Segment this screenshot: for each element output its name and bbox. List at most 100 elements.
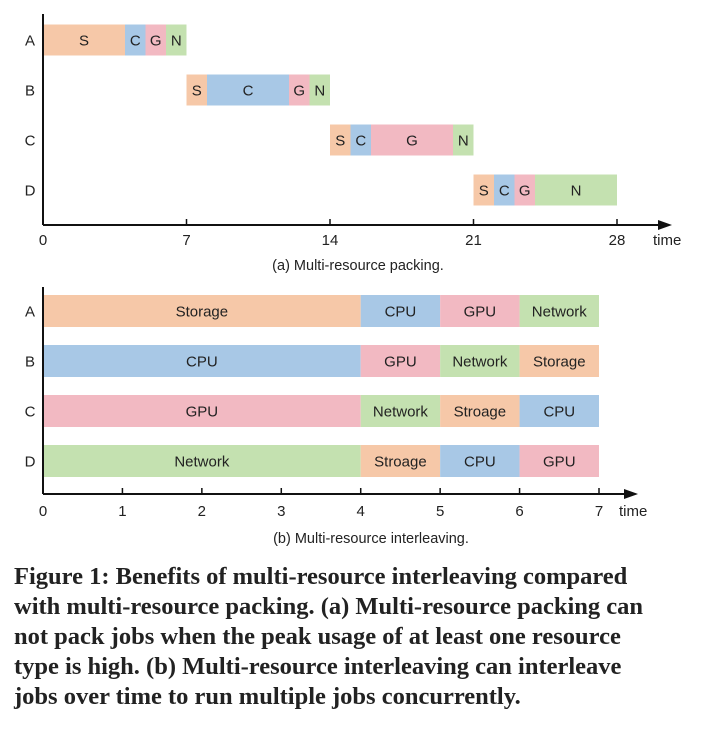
- bar-segment-label: GPU: [464, 304, 497, 321]
- caption-line: type is high. (b) Multi-resource interle…: [14, 653, 622, 680]
- bar-segment: [519, 345, 599, 377]
- caption-line: not pack jobs when the peak usage of at …: [14, 623, 621, 650]
- x-tick-label: 0: [39, 232, 47, 249]
- bar-segment: [535, 174, 617, 206]
- bar-segment-label: S: [335, 133, 345, 150]
- bar-segment-label: GPU: [543, 454, 576, 471]
- bar-segment: [43, 345, 361, 377]
- bar-segment-label: S: [79, 33, 89, 50]
- x-tick-label: 2: [198, 503, 206, 520]
- bar-segment-label: GPU: [186, 404, 219, 421]
- x-tick-label: 3: [277, 503, 285, 520]
- bar-segment-label: CPU: [186, 354, 218, 371]
- row-label: A: [25, 33, 35, 50]
- row-label: D: [25, 454, 36, 471]
- bar-segment-label: Network: [532, 304, 588, 321]
- bar-segment-label: Network: [452, 354, 508, 371]
- bar-segment: [43, 445, 361, 477]
- x-axis-label: time: [619, 503, 647, 520]
- bar-segment: [350, 124, 371, 156]
- row-label: B: [25, 354, 35, 371]
- bar-segment-label: G: [519, 183, 531, 200]
- row-label: C: [25, 404, 36, 421]
- bar-segment-label: N: [314, 83, 325, 100]
- bar-segment-label: C: [499, 183, 510, 200]
- row-label: D: [25, 183, 36, 200]
- row-label: C: [25, 133, 36, 150]
- bar-segment: [440, 395, 520, 427]
- x-tick-label: 4: [357, 503, 365, 520]
- bar-segment-label: S: [192, 83, 202, 100]
- bar-segment-label: N: [458, 133, 469, 150]
- x-axis-arrow: [624, 489, 638, 499]
- bar-segment: [360, 445, 441, 477]
- bar-segment-label: Network: [373, 404, 429, 421]
- bar-segment: [166, 24, 187, 56]
- x-tick-label: 1: [118, 503, 126, 520]
- bar-segment: [519, 295, 599, 327]
- bar-segment-label: CPU: [464, 454, 496, 471]
- bar-segment-label: C: [130, 33, 141, 50]
- bar-segment-label: S: [479, 183, 489, 200]
- bar-segment-label: Storage: [176, 304, 229, 321]
- bar-segment-label: G: [293, 83, 305, 100]
- bar-segment: [360, 345, 441, 377]
- bar-segment-label: GPU: [384, 354, 417, 371]
- x-axis-label: time: [653, 232, 681, 249]
- bar-segment: [43, 295, 361, 327]
- bar-segment: [360, 295, 441, 327]
- bar-segment-label: CPU: [543, 404, 575, 421]
- bar-segment: [519, 445, 599, 477]
- caption-line: jobs over time to run multiple jobs conc…: [14, 683, 521, 710]
- bar-segment: [494, 174, 515, 206]
- caption-line: Figure 1: Benefits of multi-resource int…: [14, 563, 628, 590]
- chart-a-packing: A S C G NB S C G NC S C G ND S C G N0 7 14 21 28 time(a) Mult…: [25, 14, 681, 274]
- bar-segment: [309, 74, 330, 106]
- bar-segment-label: N: [171, 33, 182, 50]
- row-label: B: [25, 83, 35, 100]
- bar-segment-label: Stroage: [454, 404, 507, 421]
- chart-subtitle: (b) Multi-resource interleaving.: [273, 531, 469, 547]
- chart-subtitle: (a) Multi-resource packing.: [272, 258, 444, 274]
- x-tick-label: 7: [182, 232, 190, 249]
- bar-segment: [125, 24, 146, 56]
- bar-segment: [43, 24, 125, 56]
- bar-segment: [453, 124, 474, 156]
- bar-segment: [43, 395, 361, 427]
- bar-segment-label: G: [150, 33, 162, 50]
- bar-segment: [440, 445, 520, 477]
- bar-segment-label: C: [355, 133, 366, 150]
- bar-segment: [440, 295, 520, 327]
- bar-segment-label: G: [406, 133, 418, 150]
- bar-segment-label: Stroage: [374, 454, 427, 471]
- x-tick-label: 5: [436, 503, 444, 520]
- caption-line: with multi-resource packing. (a) Multi-r…: [14, 593, 644, 620]
- x-tick-label: 7: [595, 503, 603, 520]
- bar-segment-label: N: [571, 183, 582, 200]
- row-label: A: [25, 304, 35, 321]
- bar-segment: [440, 345, 520, 377]
- bar-segment-label: CPU: [385, 304, 417, 321]
- bar-segment: [186, 74, 207, 106]
- x-tick-label: 6: [515, 503, 523, 520]
- bar-segment: [514, 174, 535, 206]
- x-tick-label: 21: [465, 232, 482, 249]
- bar-segment-label: Storage: [533, 354, 586, 371]
- bar-segment: [371, 124, 453, 156]
- bar-segment: [207, 74, 289, 106]
- bar-segment: [519, 395, 599, 427]
- x-tick-label: 0: [39, 503, 47, 520]
- bar-segment-label: Network: [174, 454, 230, 471]
- chart-b-interleaving: A Storage CPU GPU Network B CPU GPU Network Stora…: [25, 287, 647, 547]
- x-axis-arrow: [658, 220, 672, 230]
- bar-segment-label: C: [243, 83, 254, 100]
- x-tick-label: 14: [322, 232, 339, 249]
- figure-caption: Figure 1: Benefits of multi-resource int…: [14, 562, 704, 712]
- bar-segment: [360, 395, 441, 427]
- bar-segment: [473, 174, 494, 206]
- x-tick-label: 28: [609, 232, 626, 249]
- bar-segment: [330, 124, 351, 156]
- bar-segment: [145, 24, 166, 56]
- bar-segment: [289, 74, 310, 106]
